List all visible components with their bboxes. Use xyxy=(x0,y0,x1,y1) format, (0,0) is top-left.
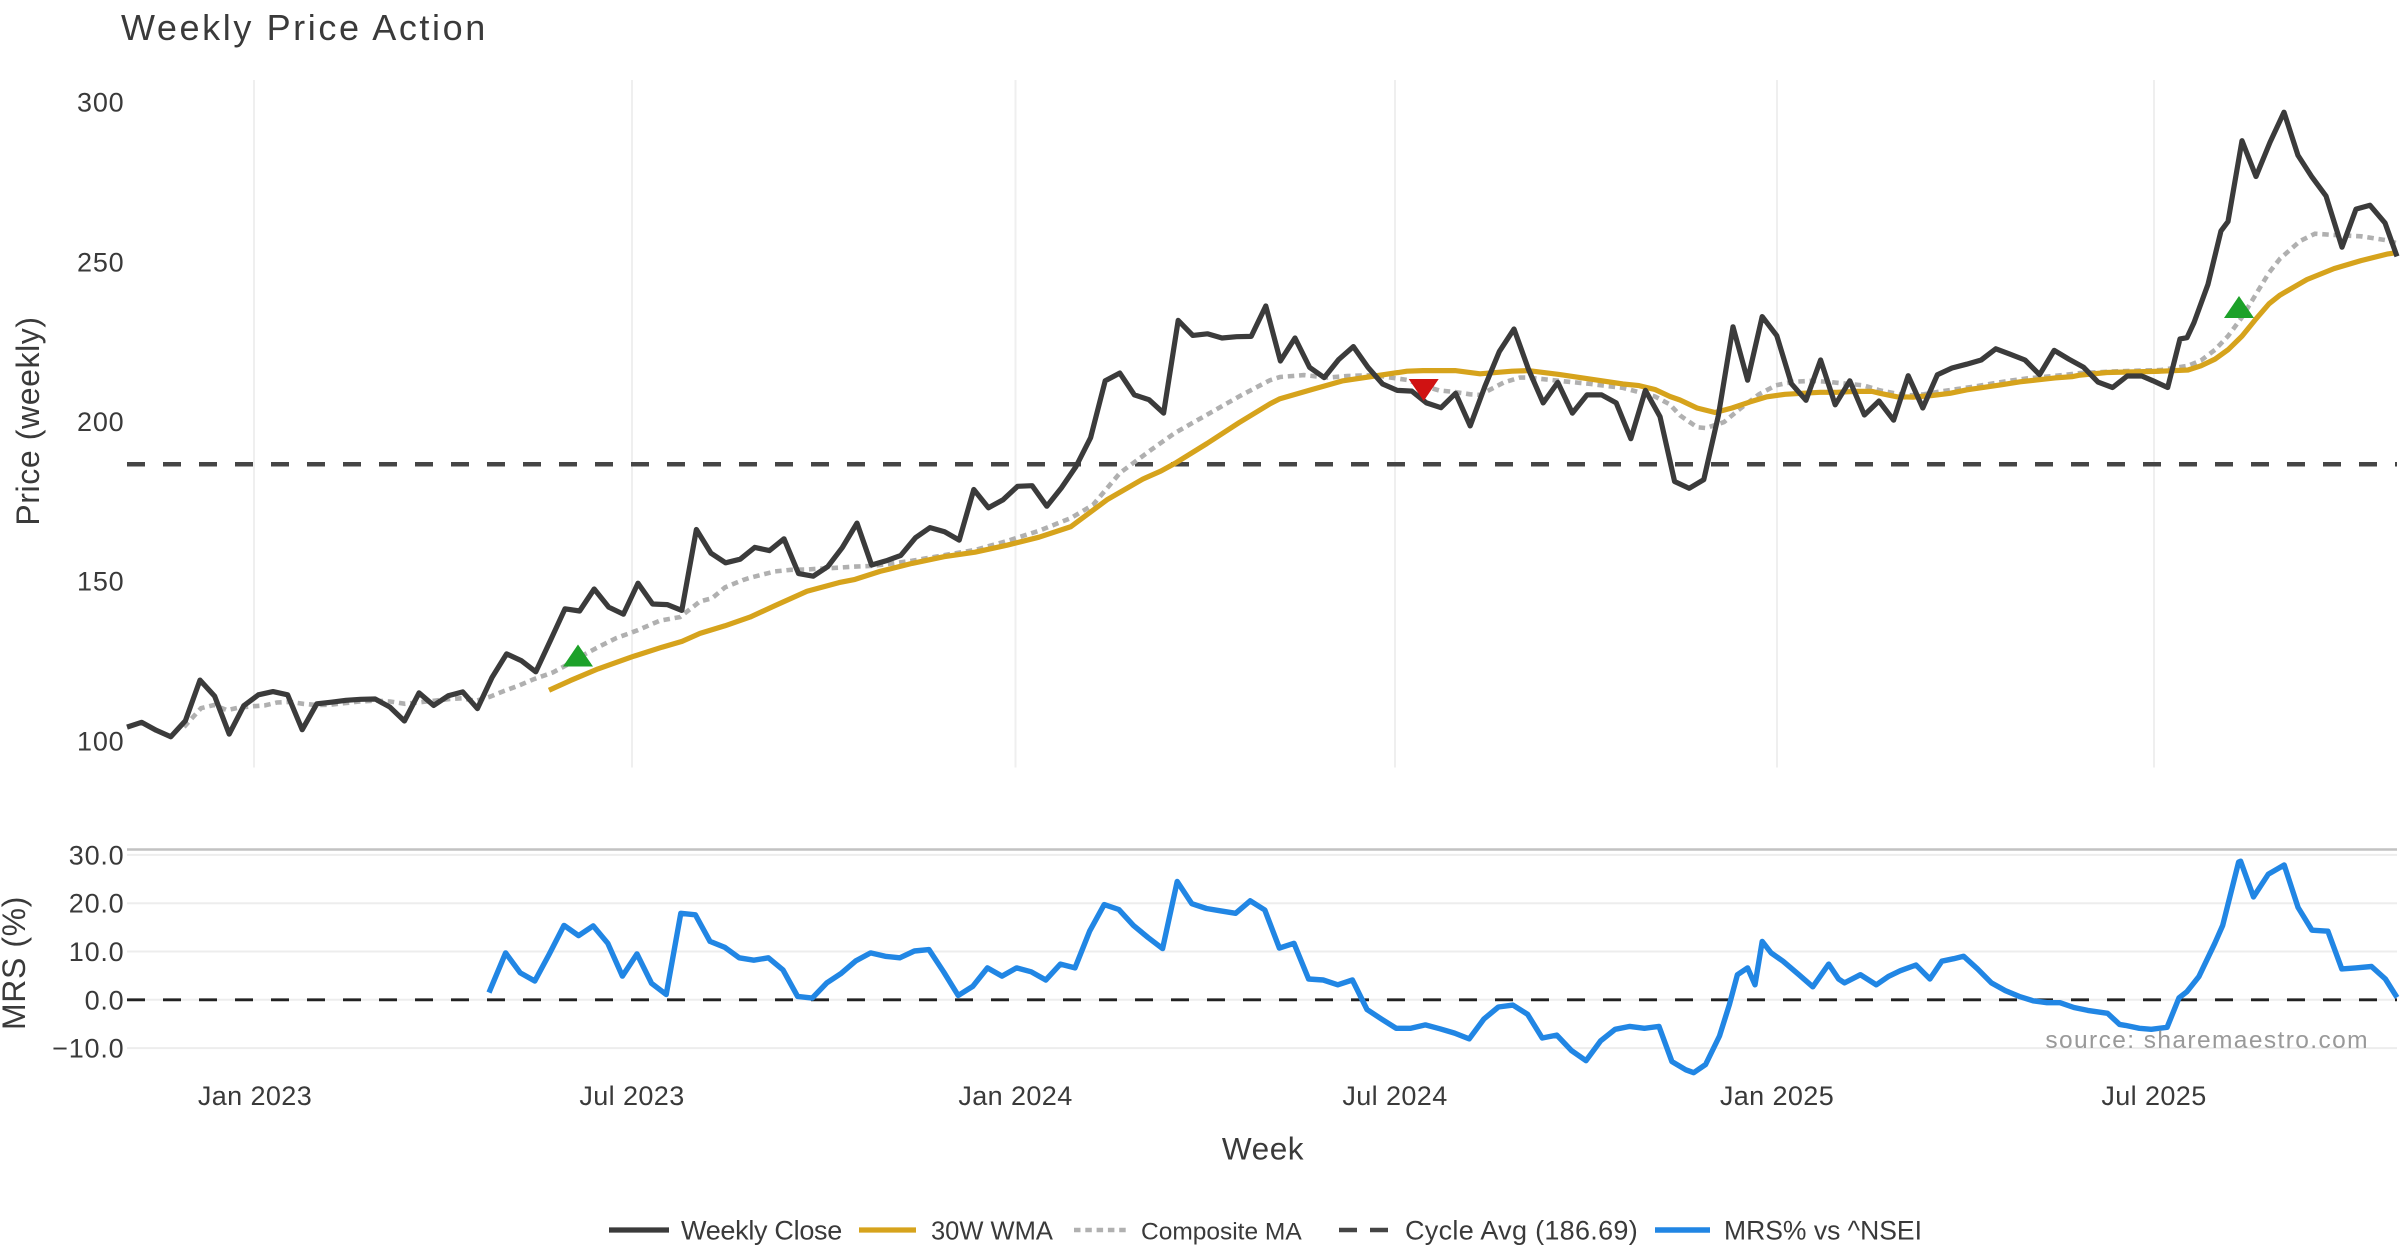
svg-text:30.0: 30.0 xyxy=(69,840,125,870)
svg-text:0.0: 0.0 xyxy=(85,985,125,1015)
svg-text:Composite MA: Composite MA xyxy=(1141,1219,1302,1246)
svg-text:150: 150 xyxy=(77,567,124,597)
svg-text:100: 100 xyxy=(77,727,124,757)
svg-text:Jan 2023: Jan 2023 xyxy=(198,1081,312,1111)
svg-text:Jan 2025: Jan 2025 xyxy=(1720,1081,1834,1111)
svg-text:Week: Week xyxy=(1222,1131,1304,1167)
svg-text:Price (weekly): Price (weekly) xyxy=(10,316,46,525)
svg-text:Weekly Price Action: Weekly Price Action xyxy=(121,7,488,48)
svg-text:Jan 2024: Jan 2024 xyxy=(958,1081,1072,1111)
svg-text:300: 300 xyxy=(77,88,124,118)
svg-text:Jul 2024: Jul 2024 xyxy=(1342,1081,1447,1111)
svg-text:200: 200 xyxy=(77,407,124,437)
svg-text:MRS (%): MRS (%) xyxy=(0,896,32,1030)
svg-text:Weekly Close: Weekly Close xyxy=(681,1216,842,1246)
svg-text:30W WMA: 30W WMA xyxy=(931,1218,1053,1246)
svg-text:20.0: 20.0 xyxy=(69,889,125,919)
svg-text:10.0: 10.0 xyxy=(69,937,125,967)
svg-text:MRS% vs ^NSEI: MRS% vs ^NSEI xyxy=(1724,1216,1922,1246)
svg-text:Jul 2023: Jul 2023 xyxy=(579,1081,684,1111)
svg-text:−10.0: −10.0 xyxy=(52,1034,124,1064)
svg-text:250: 250 xyxy=(77,248,124,278)
svg-text:source: sharemaestro.com: source: sharemaestro.com xyxy=(2045,1027,2369,1054)
svg-text:Jul 2025: Jul 2025 xyxy=(2101,1081,2206,1111)
svg-text:Cycle Avg (186.69): Cycle Avg (186.69) xyxy=(1405,1216,1638,1246)
